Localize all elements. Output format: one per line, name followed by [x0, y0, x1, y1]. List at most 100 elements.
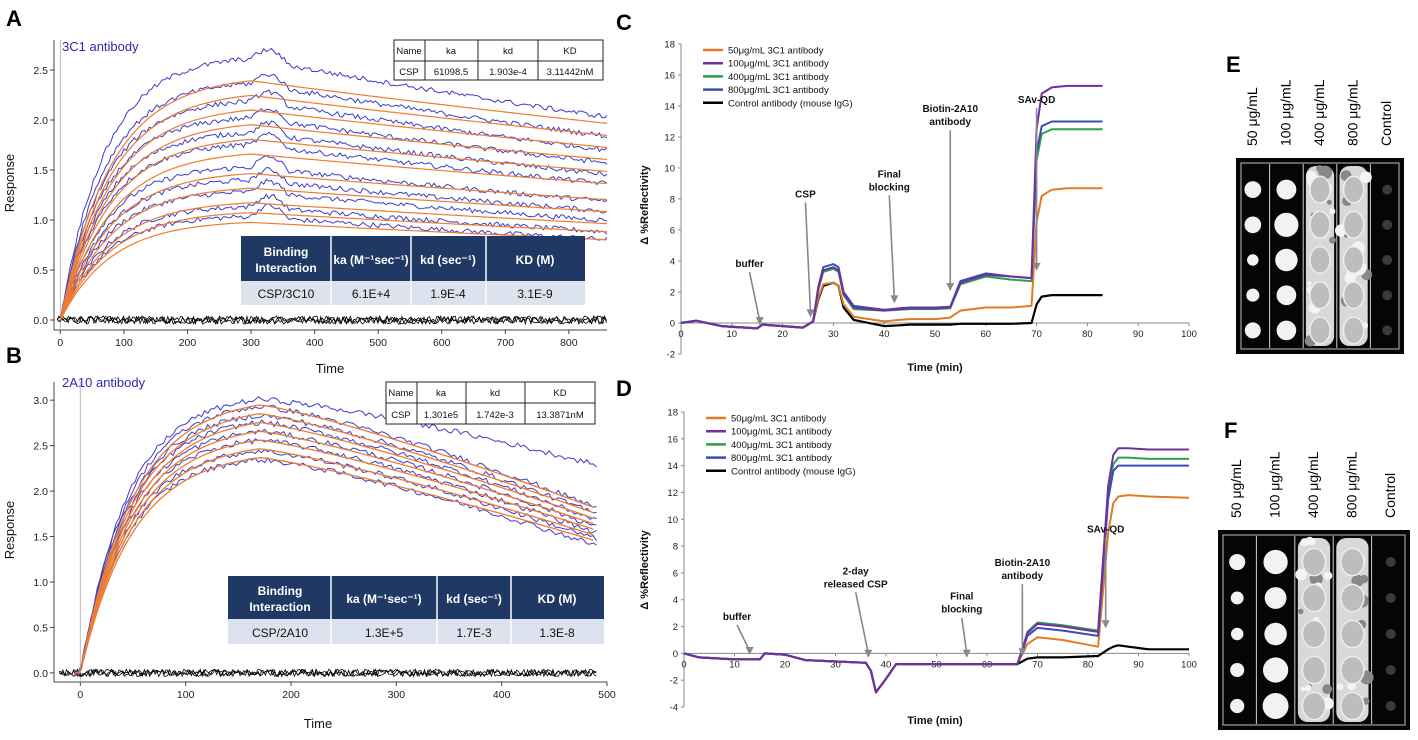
panel-label-e: E	[1226, 52, 1241, 77]
image-e-signal-speck	[1329, 236, 1336, 244]
chart-d-ytick-label: 14	[667, 461, 678, 472]
image-e-spot	[1342, 281, 1365, 310]
chart-a-fit-curve	[59, 172, 608, 321]
chart-d-xtick-label: 90	[1133, 659, 1144, 670]
chart-d-ytick-label: 12	[667, 488, 678, 499]
chart-d-xtick-label: 30	[830, 659, 841, 670]
kin-a-h0: Name	[396, 46, 421, 57]
chart-c-annotation: blocking	[869, 182, 910, 193]
image-e-spot	[1382, 290, 1393, 301]
chart-a-fit-curve	[59, 202, 608, 321]
chart-b-ylabel: Response	[2, 501, 17, 560]
bind-b-h3: KD (M)	[538, 592, 577, 606]
chart-d-ytick-label: 2	[673, 622, 678, 633]
chart-c-ytick-label: 0	[670, 319, 675, 330]
panel-label-c: C	[616, 10, 632, 35]
chart-a-ytick-label: 0.5	[33, 265, 48, 277]
chart-d-ytick-label: 6	[673, 568, 678, 579]
chart-d-ylabel: Δ %Reflectivity	[639, 529, 651, 609]
chart-d-legend-label: 800μg/mL 3C1 antibody	[731, 453, 832, 464]
kinetic-table-a: Name ka kd KD CSP 61098.5 1.903e-4 3.114…	[393, 39, 604, 81]
image-e-column-label: 400 μg/mL	[1311, 79, 1327, 146]
chart-d: Time (min) Δ %Reflectivity 0 10 20 30 40 50 60…	[639, 408, 1197, 728]
chart-c-xtick-label: 50	[930, 329, 941, 340]
chart-a-xtick-label: 500	[369, 337, 387, 349]
image-e-spot	[1274, 212, 1299, 237]
chart-c-xtick-label: 40	[879, 329, 890, 340]
image-f-signal-speck	[1336, 683, 1344, 690]
chart-a-fit-curve	[59, 94, 608, 321]
image-f-signal-speck	[1305, 536, 1314, 546]
chart-d-legend-label: 400μg/mL 3C1 antibody	[731, 440, 832, 451]
chart-a-fit-curve	[59, 187, 608, 321]
chart-c-legend-label: 100μg/mL 3C1 antibody	[728, 59, 829, 70]
image-e-spot	[1382, 184, 1393, 195]
chart-b-ytick-label: 1.5	[33, 532, 48, 544]
chart-c-xtick-label: 20	[777, 329, 788, 340]
chart-a-fit-curve	[59, 221, 608, 321]
chart-c-arrowhead	[806, 309, 815, 318]
chart-b-xtick-label: 500	[598, 689, 616, 701]
image-f-column-label: 50 μg/mL	[1228, 459, 1244, 518]
chart-b-baseline-trace	[59, 667, 597, 678]
chart-b-fit-curve	[75, 448, 594, 674]
image-f-spot	[1301, 655, 1327, 685]
panel-label-f: F	[1224, 418, 1237, 443]
chart-d-series-line	[683, 447, 1189, 694]
image-f-column-label: 400 μg/mL	[1305, 451, 1321, 518]
chart-b-fit-curve	[75, 439, 594, 674]
image-e-column-label: 50 μg/mL	[1244, 87, 1260, 146]
chart-b-xlabel: Time	[304, 716, 332, 731]
chart-d-legend-label: 50μg/mL 3C1 antibody	[731, 414, 827, 425]
chart-c-annotation: SAv-QD	[1018, 95, 1055, 106]
chart-c-arrowhead	[1032, 262, 1041, 271]
chart-d-xtick-label: 40	[881, 659, 892, 670]
chart-c-legend-label: Control antibody (mouse IgG)	[728, 98, 853, 109]
image-f-spot	[1385, 593, 1396, 603]
image-f-spot	[1385, 557, 1396, 567]
chart-a-ytick-label: 2.0	[33, 115, 48, 127]
bind-a-h2: kd (sec⁻¹)	[420, 253, 476, 267]
chart-c-ytick-label: 6	[670, 226, 675, 237]
image-e-signal-speck	[1326, 199, 1332, 205]
image-f-column-label: 800 μg/mL	[1343, 451, 1359, 518]
chart-c-annotation: Biotin-2A10	[922, 104, 978, 115]
chart-d-ytick-label: 4	[673, 595, 678, 606]
chart-a-xtick-label: 100	[115, 337, 133, 349]
chart-b-fit-curve	[75, 404, 594, 674]
chart-c-ytick-label: 10	[664, 164, 675, 175]
chart-b-fit-curve	[75, 413, 594, 674]
chart-b-fit-curve	[75, 421, 594, 674]
chart-c-annotation-arrow	[888, 195, 896, 300]
chart-b-xtick-label: 0	[77, 689, 83, 701]
image-f-spot	[1385, 629, 1396, 639]
bind-a-c0: CSP/3C10	[258, 287, 315, 301]
image-e-spot	[1342, 210, 1365, 239]
chart-b: 2A10 antibody Time Response 0 100 200 300 40…	[2, 375, 616, 731]
chart-d-xtick-label: 70	[1032, 659, 1043, 670]
bind-b-h2: kd (sec⁻¹)	[446, 592, 502, 606]
image-f-spot	[1340, 655, 1365, 685]
image-e-spot	[1276, 320, 1297, 341]
chart-d-ytick-label: 10	[667, 515, 678, 526]
chart-a-data-curve	[59, 178, 608, 320]
image-panel-e: 50 μg/mL 100 μg/mL 400 μg/mL 800 μg/mL Contr…	[1236, 79, 1404, 354]
binding-table-b: Binding Interaction ka (M⁻¹sec⁻¹) kd (se…	[228, 576, 604, 644]
chart-a-ytick-label: 2.5	[33, 65, 48, 77]
chart-d-legend-label: 100μg/mL 3C1 antibody	[731, 427, 832, 438]
chart-c-ytick-label: 8	[670, 195, 675, 206]
bind-b-c3: 1.3E-8	[539, 626, 575, 640]
bind-a-h1: ka (M⁻¹sec⁻¹)	[333, 253, 408, 267]
panel-label-d: D	[616, 376, 632, 401]
chart-b-ytick-label: 0.0	[33, 668, 48, 680]
chart-d-ytick-label: 18	[667, 408, 678, 419]
image-f-spot	[1301, 619, 1327, 649]
chart-d-ytick-label: 16	[667, 434, 678, 445]
kin-a-c2: 1.903e-4	[489, 67, 527, 78]
image-e-spot	[1244, 322, 1261, 339]
image-e-spot	[1309, 210, 1331, 239]
chart-a-xtick-label: 0	[57, 337, 63, 349]
chart-d-xtick-label: 10	[729, 659, 740, 670]
chart-b-ytick-label: 2.0	[33, 486, 48, 498]
image-f-signal-speck	[1295, 568, 1307, 581]
